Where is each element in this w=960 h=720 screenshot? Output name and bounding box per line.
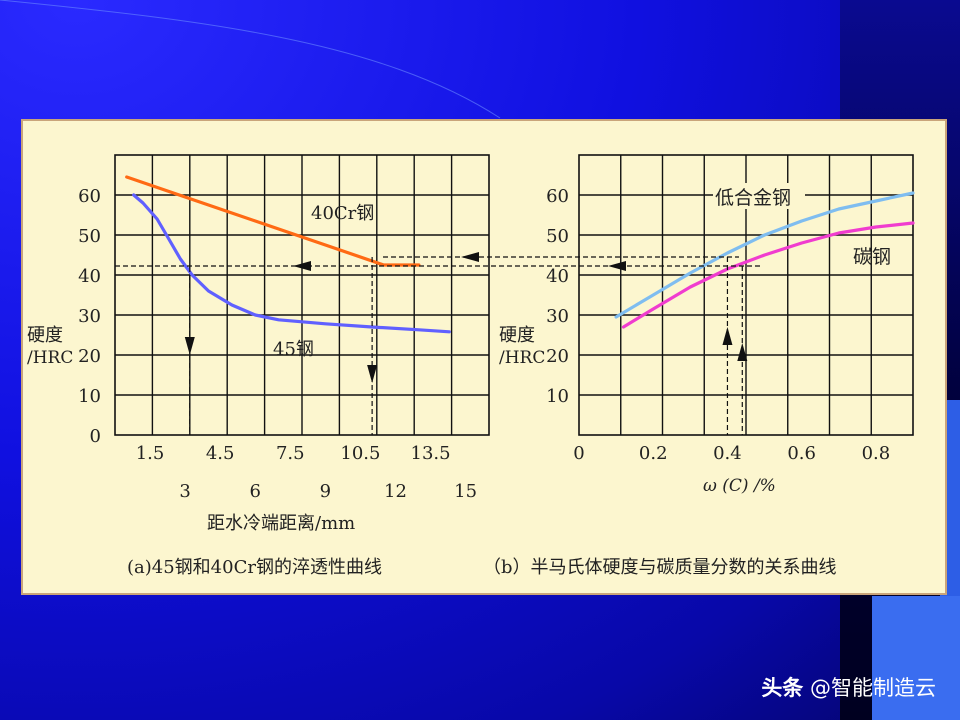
chart-b-caption: （b）半马氏体硬度与碳质量分数的关系曲线: [483, 557, 837, 578]
chart-b-series: [614, 191, 915, 329]
chart-b-series-label-carbon: 碳钢: [853, 246, 891, 268]
chart-a-ytick: 50: [78, 226, 101, 247]
chart-b-ticks: 10 20 30 40 50 60 0 0.2 0.4 0.6 0.8: [546, 186, 890, 464]
chart-b-ylabel-line1: 硬度: [499, 325, 535, 346]
chart-a-ylabel-line1: 硬度: [27, 325, 63, 346]
chart-a-ytick: 20: [78, 346, 101, 367]
chart-a-hardenability: 0 10 20 30 40 50 60 1.5 4.5 7.5 10.5 13.5 3 6 9 12 15 硬度…: [27, 154, 490, 578]
chart-a-ytick: 60: [78, 186, 101, 207]
chart-b-series-line-0: [614, 191, 915, 319]
chart-a-series-label-40cr: 40Cr钢: [311, 203, 374, 224]
chart-a-xtick-bottom: 3: [179, 481, 190, 502]
chart-a-xtick-bottom: 12: [384, 481, 407, 502]
watermark-account: @智能制造云: [810, 676, 936, 700]
construction-arrow-left-mid: [461, 252, 479, 262]
chart-a-ytick: 30: [78, 306, 101, 327]
chart-b-martensite-hardness: 10 20 30 40 50 60 0 0.2 0.4 0.6 0.8 硬度 /HRC ω (C) …: [483, 154, 915, 578]
chart-a-series-line-1: [132, 193, 451, 334]
slide-accent-block: [872, 596, 960, 720]
chart-b-series-line-1: [621, 221, 915, 329]
chart-b-xtick: 0: [573, 443, 584, 464]
chart-b-xtick: 0.8: [862, 443, 891, 464]
chart-b-series-label-lowalloy: 低合金钢: [715, 187, 791, 209]
chart-b-ytick: 50: [546, 226, 569, 247]
watermark-brand: 头条: [761, 676, 804, 700]
chart-a-caption: (a)45钢和40Cr钢的淬透性曲线: [127, 557, 382, 578]
chart-a-xtick-top: 13.5: [411, 443, 451, 464]
chart-b-label-bg-lowalloy: [713, 183, 805, 209]
chart-b-xlabel: ω (C) /%: [703, 476, 776, 496]
chart-a-xtick-top: 7.5: [276, 443, 305, 464]
chart-a-ylabel-line2: /HRC: [27, 348, 73, 368]
chart-a-grid: [114, 154, 490, 436]
chart-a-ytick: 0: [90, 426, 101, 447]
chart-a-series-label-45: 45钢: [273, 339, 314, 360]
chart-a-ytick: 40: [78, 266, 101, 287]
construction-arrow-up-b2: [737, 343, 748, 361]
chart-a-xtick-bottom: 6: [250, 481, 261, 502]
construction-arrow-up-b1: [722, 327, 733, 345]
chart-b-ytick: 40: [546, 266, 569, 287]
chart-b-ytick: 60: [546, 186, 569, 207]
chart-a-xtick-bottom: 15: [454, 481, 477, 502]
chart-a-series: [125, 175, 451, 334]
chart-b-xtick: 0.2: [639, 443, 668, 464]
construction-arrow-left-a: [293, 261, 311, 271]
construction-lines: [115, 252, 763, 435]
construction-arrow-down-a1: [184, 337, 195, 355]
chart-a-xlabel: 距水冷端距离/mm: [207, 513, 355, 534]
chart-a-xtick-top: 1.5: [136, 443, 165, 464]
chart-a-series-line-0: [125, 175, 421, 267]
chart-a-xtick-top: 4.5: [206, 443, 235, 464]
chart-a-xtick-top: 10.5: [340, 443, 380, 464]
chart-b-ytick: 20: [546, 346, 569, 367]
chart-b-ytick: 30: [546, 306, 569, 327]
watermark: 头条 @智能制造云: [761, 672, 936, 702]
chart-a-ticks: 0 10 20 30 40 50 60 1.5 4.5 7.5 10.5 13.5 3 6 9 12 15: [78, 186, 477, 502]
chart-a-xtick-bottom: 9: [320, 481, 331, 502]
chart-b-xtick: 0.4: [713, 443, 742, 464]
chart-b-ytick: 10: [546, 386, 569, 407]
construction-arrow-down-a2: [367, 365, 378, 383]
chart-b-ylabel-line2: /HRC: [499, 348, 545, 368]
figure-svg: 0 10 20 30 40 50 60 1.5 4.5 7.5 10.5 13.5 3 6 9 12 15 硬度…: [27, 154, 915, 578]
chart-a-ytick: 10: [78, 386, 101, 407]
construction-arrow-left-b: [608, 261, 626, 271]
figure-panel: 0 10 20 30 40 50 60 1.5 4.5 7.5 10.5 13.5 3 6 9 12 15 硬度…: [21, 119, 947, 595]
chart-b-grid: [578, 154, 914, 436]
chart-b-xtick: 0.6: [787, 443, 816, 464]
